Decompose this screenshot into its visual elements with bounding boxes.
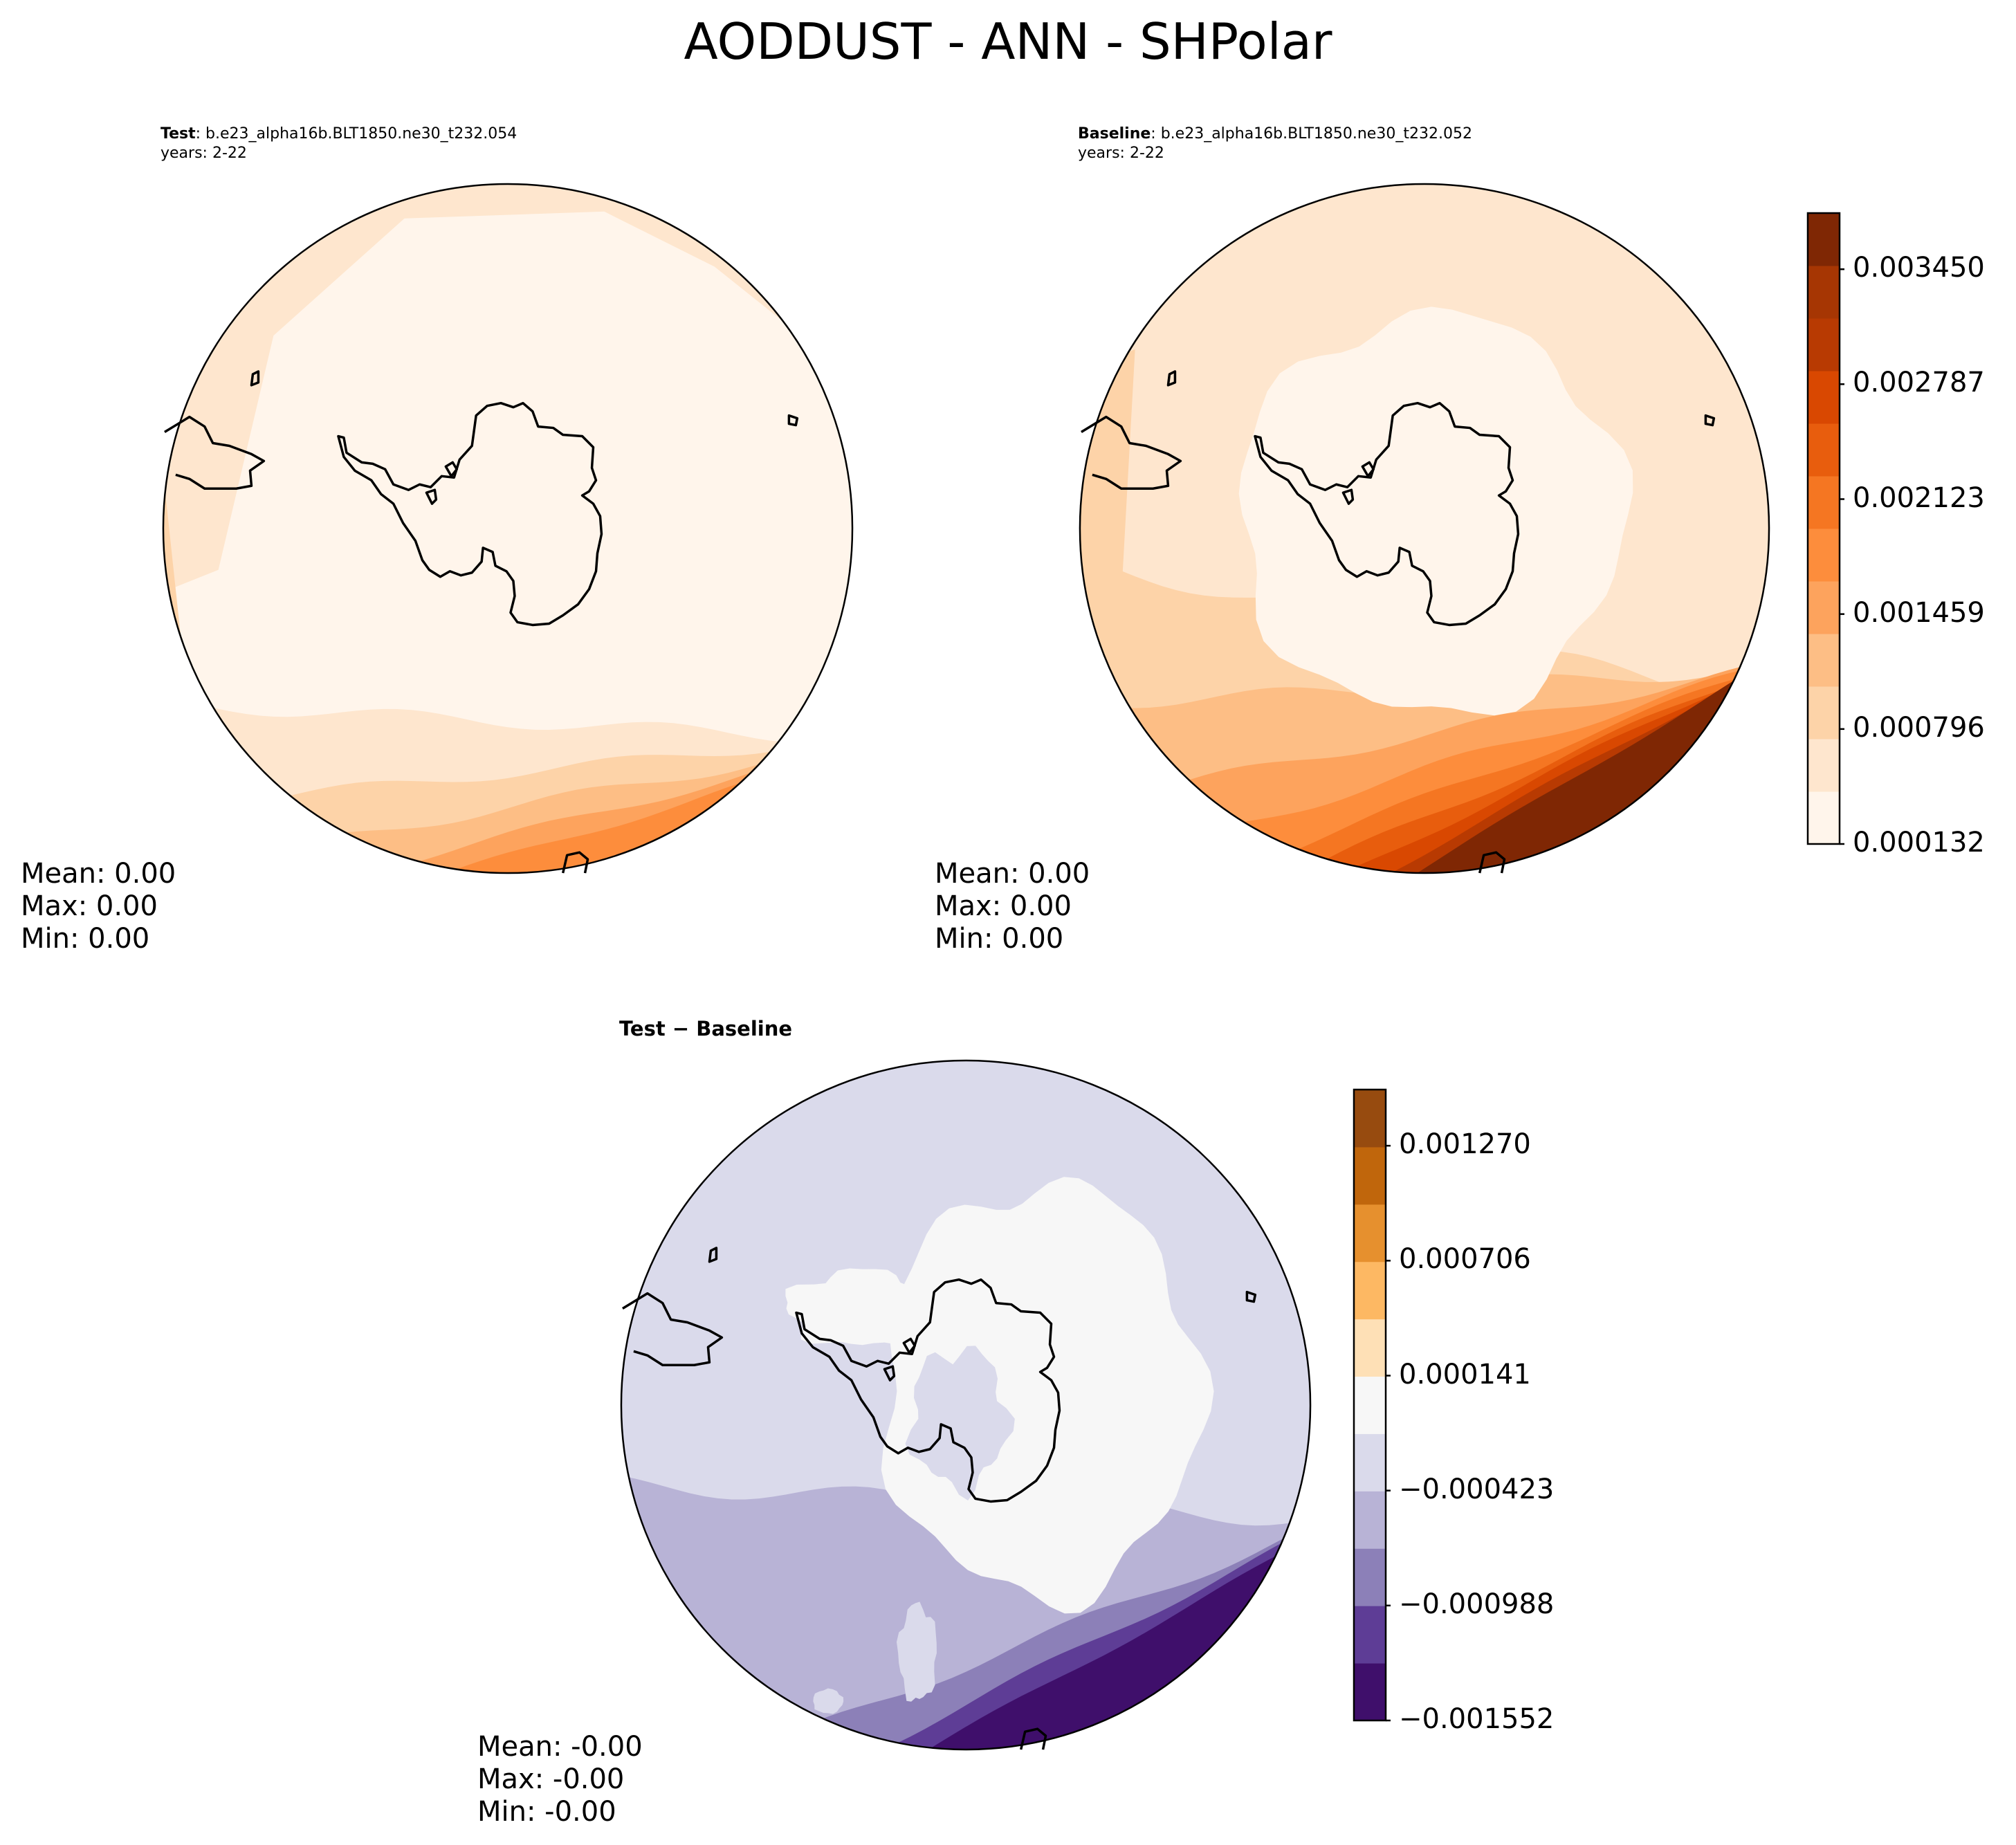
contour-fill: [621, 1060, 1311, 1750]
colorbar-segment: [1354, 1319, 1386, 1377]
contour-band: [621, 1532, 1311, 1750]
coastline: [1361, 461, 1375, 478]
colorbar-tick-label: 0.000796: [1853, 711, 1985, 744]
baseline-panel-title: Baseline: b.e23_alpha16b.BLT1850.ne30_t2…: [1078, 125, 1472, 163]
map-boundary: [1079, 183, 1770, 874]
colorbar-segment: [1808, 266, 1840, 319]
colorbar-frame: [1353, 1088, 1387, 1722]
test-polar-map: [162, 183, 854, 874]
test-years: years: 2-22: [161, 145, 247, 162]
diff-max: Max: -0.00: [477, 1763, 625, 1795]
colorbar-segment: [1808, 634, 1840, 687]
figure-title: AODDUST - ANN - SHPolar: [684, 12, 1332, 71]
colorbar-segment: [1354, 1491, 1386, 1549]
coastline: [1704, 414, 1716, 427]
colorbar-segment: [1808, 318, 1840, 371]
diff-min: Min: -0.00: [477, 1796, 616, 1828]
coastline: [250, 370, 260, 387]
coastlines: [164, 370, 799, 874]
contour-fill: [163, 183, 853, 874]
colorbar-tick-label: 0.000141: [1399, 1358, 1531, 1390]
coastline: [622, 1292, 724, 1366]
coastline: [708, 1247, 718, 1263]
baseline-stats: Mean: 0.00 Max: 0.00 Min: 0.00: [935, 858, 1090, 955]
colorbar-segment: [1808, 476, 1840, 529]
coastline: [902, 1337, 917, 1355]
map-boundary: [162, 183, 854, 874]
colorbar-segment: [1354, 1548, 1386, 1606]
test-case-name: : b.e23_alpha16b.BLT1850.ne30_t232.054: [195, 125, 517, 143]
coastlines: [1081, 370, 1716, 874]
coastline: [444, 461, 459, 478]
colorbar-segment: [1808, 739, 1840, 792]
coastline: [164, 415, 266, 490]
coastline: [883, 1365, 896, 1382]
baseline-polar-map: [1079, 183, 1770, 874]
coastline: [787, 414, 799, 427]
colorbar-segment: [1354, 1261, 1386, 1320]
coastline: [425, 488, 438, 505]
colorbar-segment: [1354, 1090, 1386, 1148]
diff-panel-title: Test − Baseline: [619, 1017, 793, 1040]
colorbar-segment: [1354, 1606, 1386, 1664]
test-mean: Mean: 0.00: [21, 858, 176, 890]
map-boundary: [620, 1059, 1312, 1751]
contour-band: [163, 183, 853, 598]
baseline-min: Min: 0.00: [935, 923, 1064, 955]
coastline: [1341, 488, 1355, 505]
colorbar-segment: [1354, 1204, 1386, 1263]
colorbar-tick-label: −0.000423: [1399, 1473, 1555, 1505]
coastline: [1166, 370, 1177, 387]
colorbar-segment: [1808, 686, 1840, 740]
colorbar-tick-label: −0.001552: [1399, 1703, 1555, 1735]
test-label: Test: [161, 125, 196, 143]
coastline: [1245, 1290, 1257, 1303]
baseline-colorbar: [1806, 212, 1844, 845]
contour-fill: [1079, 183, 1770, 874]
diff-polar-map: [620, 1059, 1312, 1751]
colorbar-tick-label: −0.000988: [1399, 1588, 1555, 1620]
colorbar-segment: [1808, 371, 1840, 424]
colorbar-tick-label: 0.003450: [1853, 252, 1985, 284]
colorbar-frame: [1806, 212, 1841, 845]
diff-colorbar: [1353, 1088, 1391, 1722]
baseline-label: Baseline: [1078, 125, 1151, 143]
coastline: [1081, 415, 1182, 490]
colorbar-tick-label: 0.001270: [1399, 1128, 1531, 1161]
contour-band: [163, 751, 853, 874]
colorbar-segment: [1808, 581, 1840, 634]
diff-stats: Mean: -0.00 Max: -0.00 Min: -0.00: [477, 1731, 643, 1828]
contour-band: [163, 746, 853, 874]
colorbar-segment: [1354, 1146, 1386, 1205]
colorbar-tick-label: 0.002123: [1853, 481, 1985, 514]
colorbar-tick-label: 0.001459: [1853, 596, 1985, 629]
coastline: [1254, 401, 1520, 627]
colorbar-tick-label: 0.000706: [1399, 1243, 1531, 1276]
colorbar-segment: [1354, 1433, 1386, 1491]
coastline: [795, 1278, 1061, 1503]
baseline-max: Max: 0.00: [935, 890, 1072, 922]
colorbar-segment: [1354, 1663, 1386, 1721]
colorbar-tick-label: 0.000132: [1853, 827, 1985, 859]
contour-band: [1079, 663, 1770, 874]
colorbar-segment: [1808, 213, 1840, 266]
test-stats: Mean: 0.00 Max: 0.00 Min: 0.00: [21, 858, 176, 955]
colorbar-segment: [1808, 791, 1840, 845]
baseline-case-name: : b.e23_alpha16b.BLT1850.ne30_t232.052: [1151, 125, 1472, 143]
test-panel-title: Test: b.e23_alpha16b.BLT1850.ne30_t232.0…: [161, 125, 517, 163]
baseline-mean: Mean: 0.00: [935, 858, 1090, 890]
colorbar-segment: [1808, 529, 1840, 582]
colorbar-segment: [1354, 1376, 1386, 1434]
diff-mean: Mean: -0.00: [477, 1731, 643, 1763]
baseline-years: years: 2-22: [1078, 145, 1164, 162]
contour-band: [1079, 656, 1770, 874]
test-min: Min: 0.00: [21, 923, 150, 955]
colorbar-segment: [1808, 423, 1840, 477]
test-max: Max: 0.00: [21, 890, 158, 922]
coastline: [337, 401, 603, 627]
colorbar-tick-label: 0.002787: [1853, 367, 1985, 399]
